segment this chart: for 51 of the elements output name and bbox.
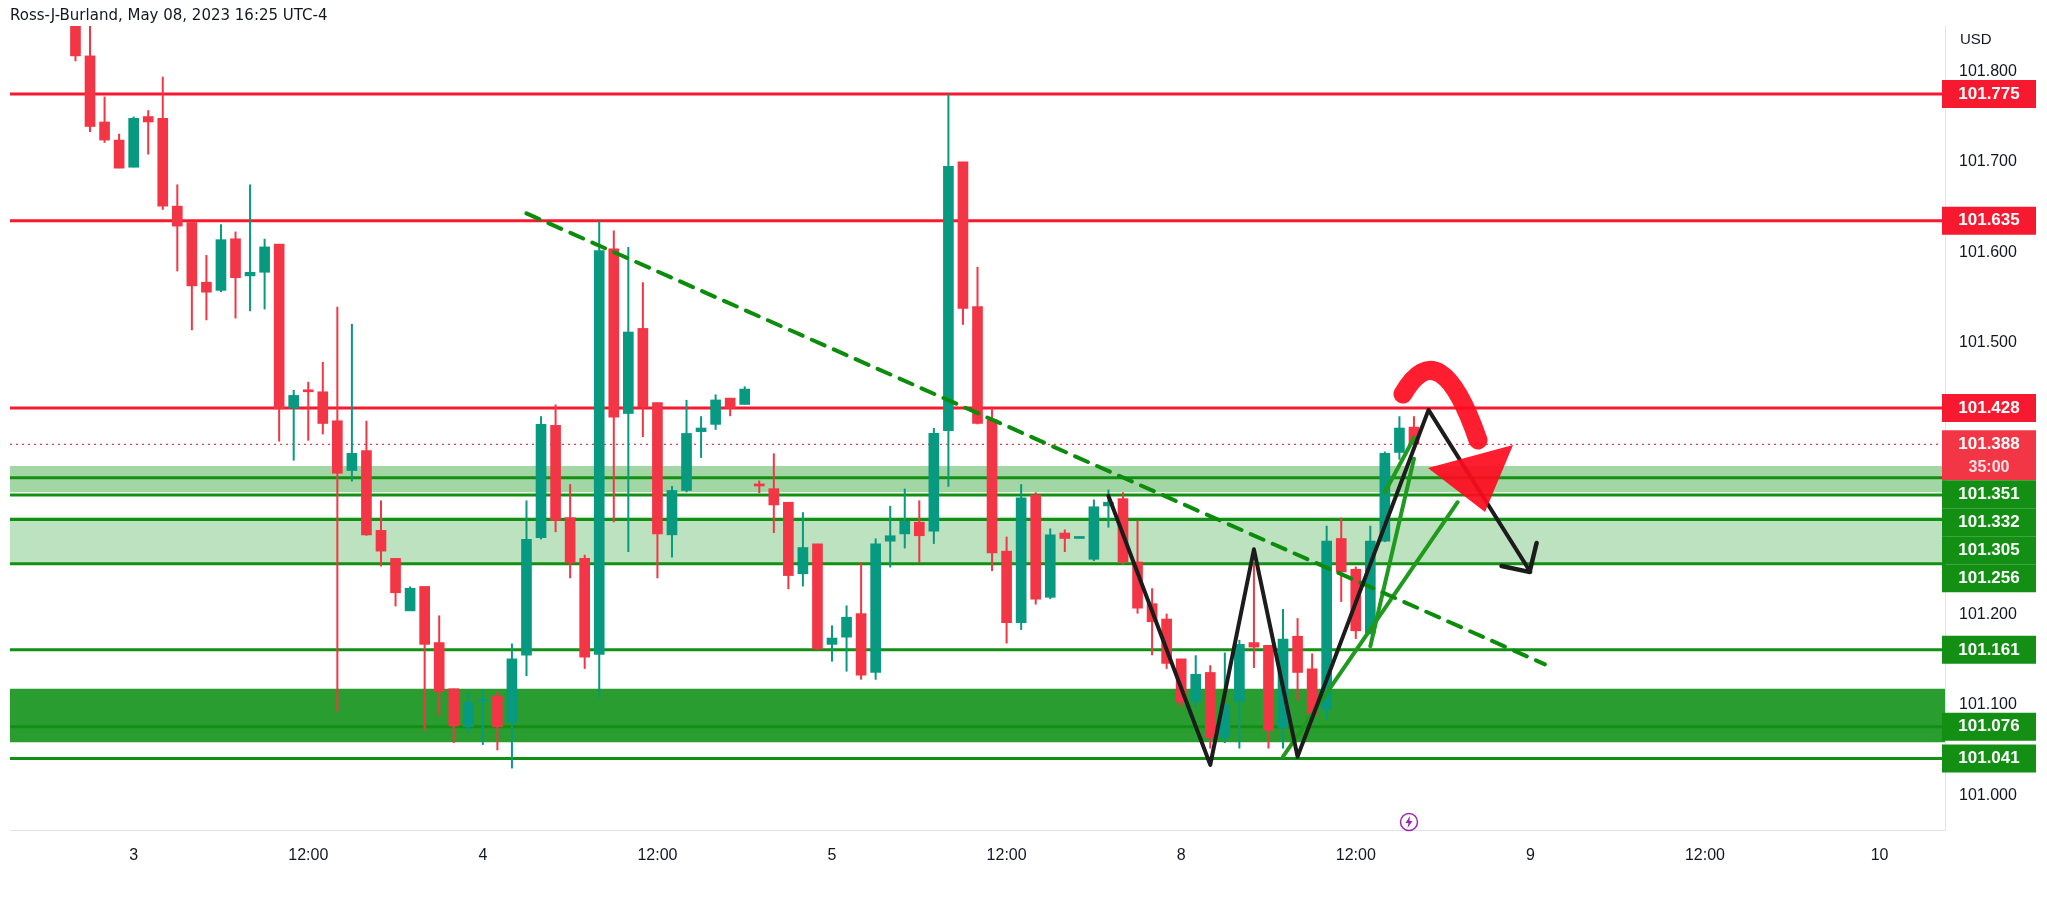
x-tick-label: 4 — [478, 846, 488, 864]
y-axis-title: USD — [1960, 30, 1992, 48]
candlestick — [884, 504, 896, 569]
ref-line-label: 101.388 — [1958, 433, 2020, 453]
x-tick-label: 12:00 — [1335, 846, 1376, 864]
candlestick — [346, 322, 358, 483]
x-tick-label: 8 — [1176, 846, 1186, 864]
candlestick — [1248, 563, 1260, 669]
ref-line-label: 101.076 — [1958, 716, 2020, 736]
x-tick-label: 12:00 — [986, 846, 1027, 864]
x-tick-label: 10 — [1870, 846, 1889, 864]
y-tick-label: 101.000 — [1959, 786, 2017, 803]
candlestick — [404, 585, 416, 612]
text: 35:00 — [1968, 457, 2010, 475]
candlestick — [142, 109, 154, 156]
ref-line-label: 101.332 — [1958, 511, 2020, 531]
ref-line-label: 101.041 — [1958, 748, 2020, 768]
candlestick — [375, 499, 387, 568]
x-tick-label: 12:00 — [288, 846, 329, 864]
x-tick-label: 12:00 — [1684, 846, 1726, 864]
ref-line-label: 101.635 — [1958, 210, 2020, 230]
candlestick — [768, 452, 780, 535]
candlestick — [1059, 528, 1071, 554]
y-tick-label: 101.200 — [1959, 604, 2017, 622]
candlestick — [841, 604, 852, 673]
x-tick-label: 5 — [827, 846, 837, 864]
candlestick — [826, 624, 838, 663]
candlestick — [302, 380, 314, 442]
ref-line-label: 101.161 — [1958, 639, 2020, 659]
candlestick — [739, 385, 751, 406]
candlestick — [201, 254, 212, 322]
ref-line-label: 101.428 — [1958, 397, 2020, 417]
candlestick — [899, 487, 911, 550]
x-tick-label: 9 — [1525, 846, 1535, 864]
x-tick-label: 3 — [129, 846, 139, 864]
ref-line-label: 101.775 — [1958, 83, 2020, 103]
y-tick-label: 101.700 — [1959, 152, 2017, 170]
ref-line-label: 101.305 — [1958, 539, 2020, 559]
chart-title: Ross-J-Burland, May 08, 2023 16:25 UTC-4 — [10, 6, 328, 24]
ref-line-label: 101.351 — [1958, 483, 2020, 503]
y-tick-label: 101.500 — [1959, 333, 2017, 351]
candlestick — [477, 688, 489, 746]
y-tick-label: 101.800 — [1959, 61, 2017, 79]
candlestick — [288, 388, 300, 462]
x-tick-label: 12:00 — [637, 846, 678, 864]
candlestick — [171, 183, 183, 273]
y-tick-label: 101.600 — [1959, 242, 2017, 260]
y-tick-label: 101.100 — [1959, 695, 2017, 713]
candlestick — [99, 95, 110, 144]
ref-line-label: 101.256 — [1958, 567, 2020, 587]
candlestick — [913, 499, 925, 564]
